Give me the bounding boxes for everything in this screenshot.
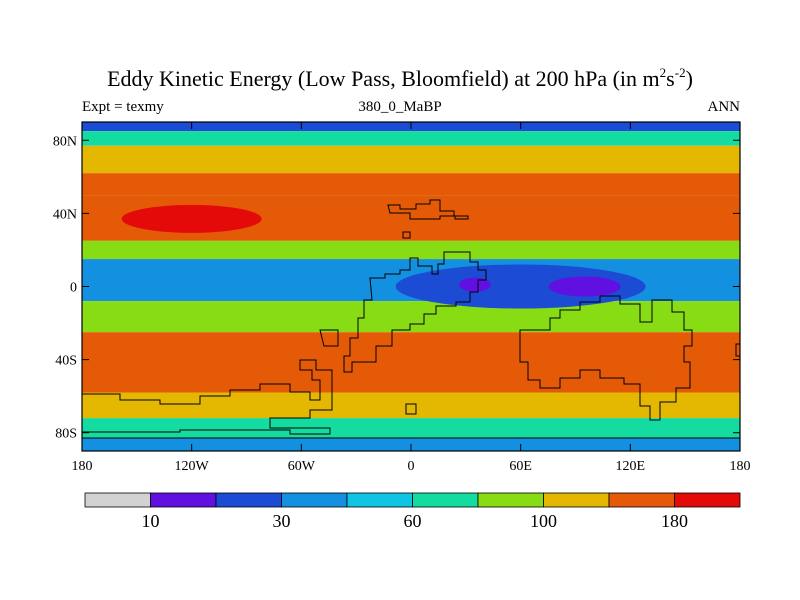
south-indian-max <box>508 350 589 365</box>
colorbar-box-2 <box>215 492 282 508</box>
south-hemisphere-storm-track <box>82 337 214 382</box>
lat-band-3 <box>82 173 740 196</box>
antarctic-margin-east <box>405 403 417 415</box>
plot-area <box>82 122 740 451</box>
axes: 180 120W 60W 0 60E 120E 180 80N 40N 0 40S 80S <box>53 122 751 474</box>
colorbar-label: 180 <box>661 511 688 531</box>
x-tick-label: 180 <box>72 459 93 474</box>
colorbar-box-4 <box>346 492 413 508</box>
tropical-minimum-core <box>548 276 621 297</box>
antarctic-margin-west <box>82 359 333 435</box>
colorbar-box-0 <box>84 492 151 508</box>
y-tick-label: 80S <box>55 427 77 442</box>
colorbar-label: 60 <box>404 511 422 531</box>
colorbar-box-3 <box>281 492 348 508</box>
island-a <box>402 231 411 239</box>
colorbar-label: 100 <box>530 511 557 531</box>
tropical-minimum-center <box>395 264 646 309</box>
colorbar-box-5 <box>412 492 479 508</box>
chart-title: Eddy Kinetic Energy (Low Pass, Bloomfiel… <box>107 65 693 91</box>
lat-band-1 <box>82 131 740 146</box>
south-america-outline <box>319 329 339 347</box>
africa-outline <box>343 251 487 373</box>
tropical-minimum-west <box>458 277 491 292</box>
colorbar-box-8 <box>608 492 675 508</box>
coastline-north <box>387 199 469 220</box>
island-b <box>735 343 740 357</box>
colorbar: 10 30 60 100 180 <box>84 492 741 531</box>
continent-outlines <box>82 199 740 439</box>
x-tick-label: 0 <box>408 459 415 474</box>
lat-band-10 <box>82 418 740 439</box>
colorbar-box-7 <box>543 492 610 508</box>
y-tick-label: 40S <box>55 354 77 369</box>
x-tick-label: 120E <box>616 459 646 474</box>
colorbar-box-6 <box>477 492 544 508</box>
x-tick-label: 60E <box>509 459 532 474</box>
lat-band-2 <box>82 145 740 174</box>
x-tick-label: 120W <box>175 459 210 474</box>
experiment-label: Expt = texmy <box>82 99 164 115</box>
australia-outline <box>519 295 693 421</box>
colorbar-box-1 <box>150 492 217 508</box>
y-tick-label: 0 <box>70 281 77 296</box>
period-label: ANN <box>707 99 741 115</box>
run-label: 380_0_MaBP <box>358 99 442 115</box>
x-tick-label: 180 <box>730 459 751 474</box>
colorbar-label: 30 <box>273 511 291 531</box>
y-tick-label: 40N <box>53 207 77 222</box>
x-tick-label: 60W <box>288 459 316 474</box>
north-pacific-jet-max <box>121 204 262 233</box>
colorbar-box-9 <box>674 492 741 508</box>
colorbar-label: 10 <box>142 511 160 531</box>
lat-band-5 <box>82 240 740 260</box>
lat-band-7 <box>82 301 740 333</box>
y-tick-label: 80N <box>53 134 77 149</box>
